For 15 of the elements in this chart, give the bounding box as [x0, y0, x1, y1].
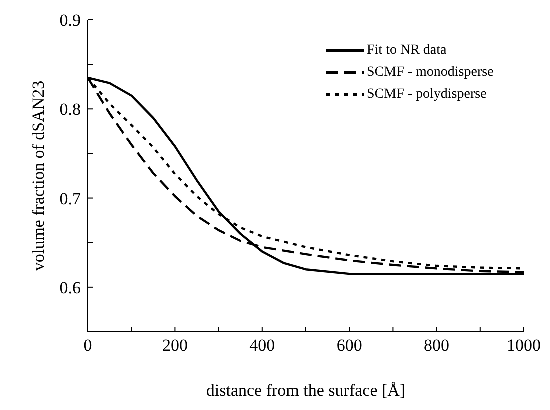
y-tick-label: 0.6 — [60, 278, 81, 298]
x-tick-label: 1000 — [507, 336, 541, 356]
x-tick-label: 400 — [250, 336, 276, 356]
x-tick-label: 200 — [162, 336, 188, 356]
legend-label: Fit to NR data — [367, 43, 447, 59]
x-tick-label: 800 — [424, 336, 450, 356]
legend-label: SCMF - polydisperse — [367, 87, 487, 103]
x-tick-label: 0 — [84, 336, 92, 356]
y-tick-label: 0.7 — [60, 189, 82, 208]
y-axis-title: volume fraction of dSAN23 — [29, 80, 48, 272]
y-tick-label: 0.9 — [60, 11, 81, 30]
x-axis-title: distance from the surface [Å] — [206, 381, 406, 400]
x-tick-label: 600 — [336, 336, 362, 356]
y-tick-label: 0.8 — [60, 100, 81, 120]
legend-label: SCMF - monodisperse — [367, 65, 494, 81]
